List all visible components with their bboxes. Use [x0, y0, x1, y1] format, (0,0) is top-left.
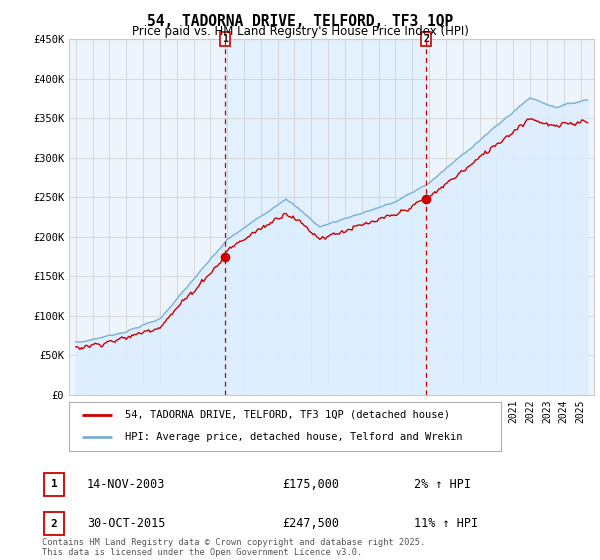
Text: 2: 2	[50, 519, 58, 529]
Text: 2% ↑ HPI: 2% ↑ HPI	[414, 478, 471, 491]
Text: 54, TADORNA DRIVE, TELFORD, TF3 1QP (detached house): 54, TADORNA DRIVE, TELFORD, TF3 1QP (det…	[125, 410, 450, 420]
Text: 1: 1	[50, 479, 58, 489]
Text: £175,000: £175,000	[282, 478, 339, 491]
Text: Price paid vs. HM Land Registry's House Price Index (HPI): Price paid vs. HM Land Registry's House …	[131, 25, 469, 38]
Text: £247,500: £247,500	[282, 517, 339, 530]
Text: HPI: Average price, detached house, Telford and Wrekin: HPI: Average price, detached house, Telf…	[125, 432, 463, 442]
Text: 11% ↑ HPI: 11% ↑ HPI	[414, 517, 478, 530]
Text: 54, TADORNA DRIVE, TELFORD, TF3 1QP: 54, TADORNA DRIVE, TELFORD, TF3 1QP	[147, 14, 453, 29]
Text: 2: 2	[423, 34, 429, 44]
Text: Contains HM Land Registry data © Crown copyright and database right 2025.
This d: Contains HM Land Registry data © Crown c…	[42, 538, 425, 557]
Text: 14-NOV-2003: 14-NOV-2003	[87, 478, 166, 491]
Bar	[225, 39, 426, 395]
Text: 30-OCT-2015: 30-OCT-2015	[87, 517, 166, 530]
Text: 1: 1	[222, 34, 228, 44]
